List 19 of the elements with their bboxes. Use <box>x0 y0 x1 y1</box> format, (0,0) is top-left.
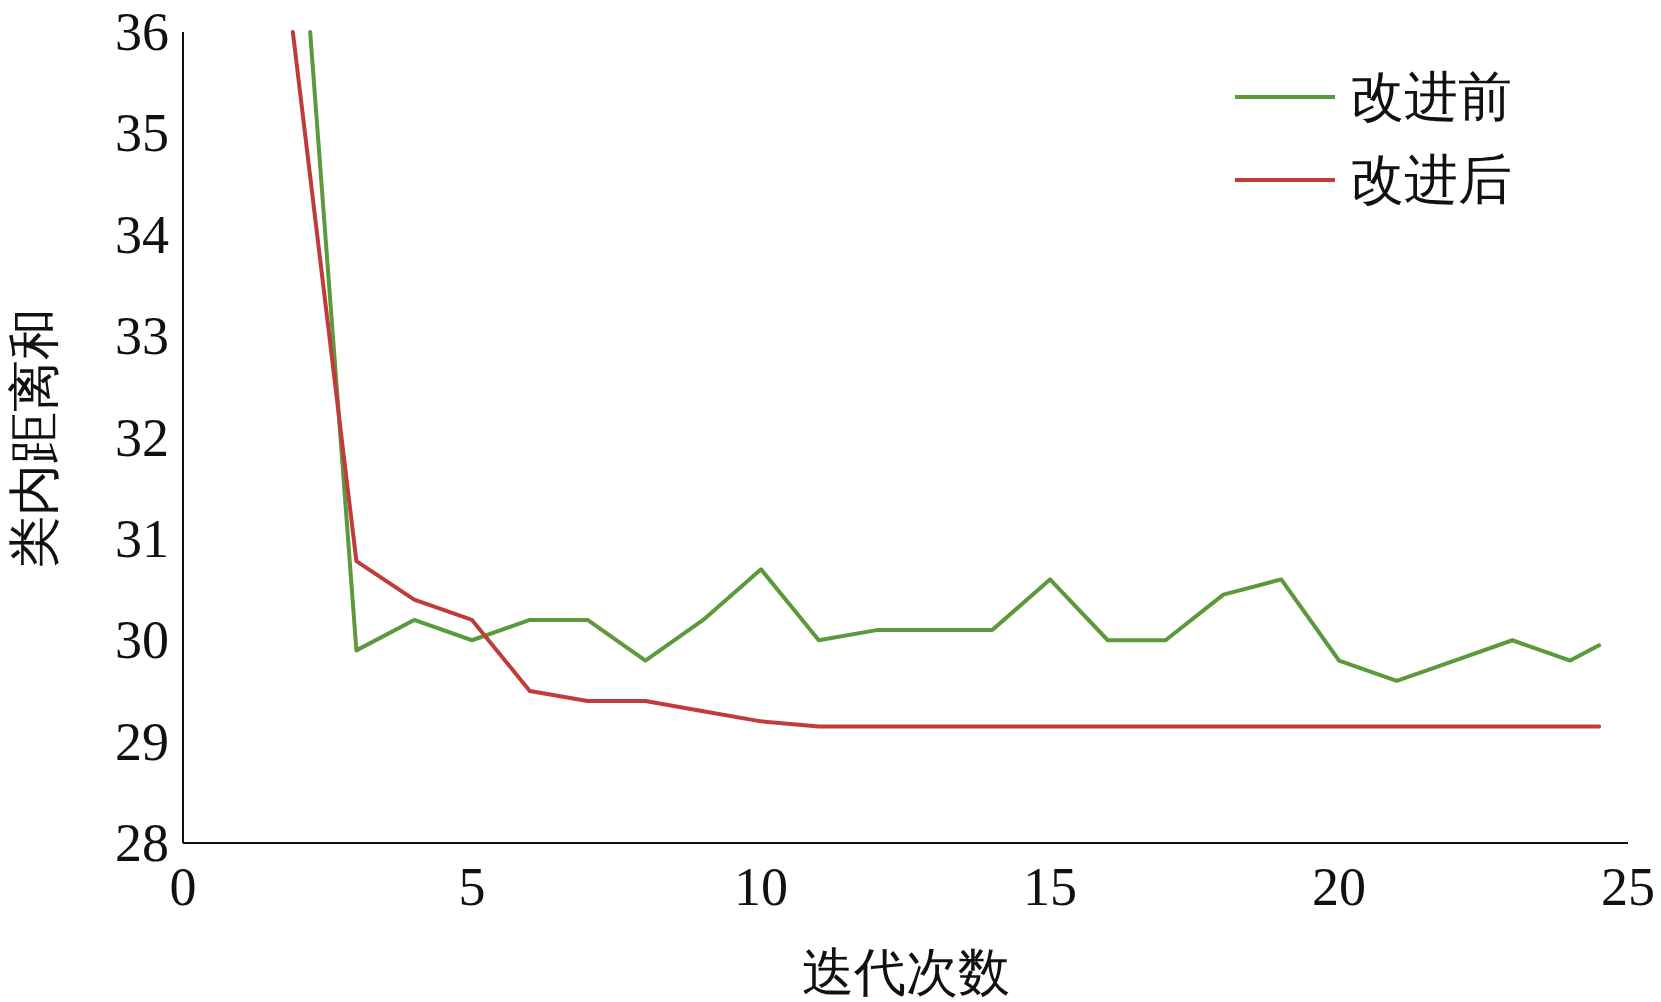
y-tick-label: 34 <box>115 204 169 265</box>
y-tick-label: 29 <box>115 711 169 772</box>
x-tick-label: 15 <box>1023 857 1077 917</box>
x-tick-label: 20 <box>1312 857 1366 917</box>
x-tick-label: 5 <box>458 857 486 917</box>
y-tick-label: 28 <box>115 813 169 873</box>
legend-label: 改进前 <box>1350 67 1512 127</box>
y-tick-label: 33 <box>115 306 169 367</box>
x-axis-title: 迭代次数 <box>801 944 1010 1001</box>
y-tick-label: 31 <box>115 508 169 569</box>
y-tick-label: 36 <box>115 2 169 62</box>
y-tick-label: 30 <box>115 610 169 671</box>
y-axis-title: 类内距离和 <box>6 307 63 568</box>
y-tick-label: 32 <box>115 407 169 468</box>
x-tick-label: 25 <box>1601 857 1655 917</box>
x-tick-label: 0 <box>169 857 197 917</box>
y-tick-label: 35 <box>115 103 169 164</box>
legend-label: 改进后 <box>1350 150 1512 210</box>
x-tick-label: 10 <box>734 857 788 917</box>
